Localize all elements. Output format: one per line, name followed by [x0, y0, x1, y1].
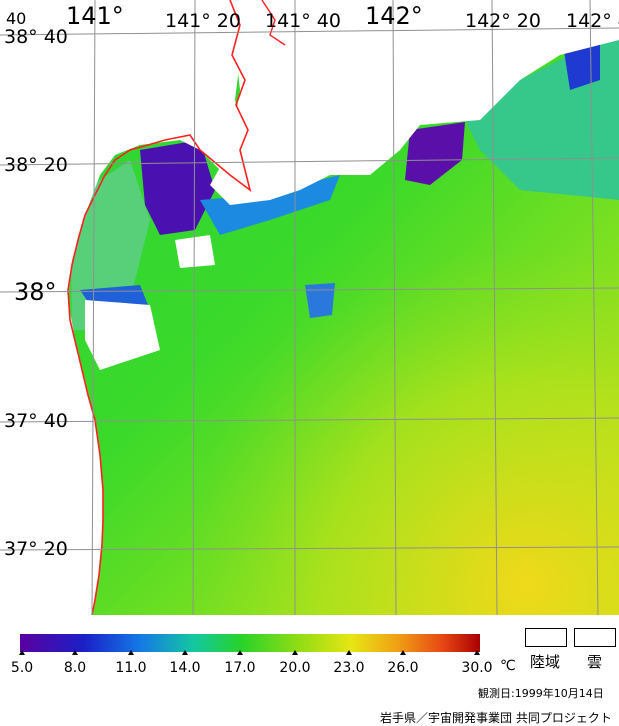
scale-tick-label: 23.0 [333, 660, 365, 676]
lat-label-37-20: 37° 20 [4, 538, 68, 560]
lon-label-142: 142° [365, 2, 423, 30]
tick-mark [400, 650, 406, 655]
lon-label-142-40: 142° 4 [566, 10, 619, 32]
corner-fragment: 40 [6, 9, 27, 28]
lon-label-141-20: 141° 20 [165, 10, 241, 32]
land-swatch [525, 628, 567, 647]
scale-tick-label: 11.0 [115, 660, 147, 676]
cloud-bay [175, 235, 215, 268]
scale-tick-label: 5.0 [10, 660, 34, 676]
graticule [0, 0, 619, 615]
land-label: 陸域 [530, 653, 561, 671]
lon-label-142-20: 142° 20 [465, 10, 541, 32]
land-honshu [0, 0, 250, 615]
tick-mark [182, 650, 188, 655]
scale-tick-label: 14.0 [169, 660, 201, 676]
tick-mark [237, 650, 243, 655]
temperature-color-scale [20, 634, 480, 652]
coastline-north [261, 0, 286, 46]
credit-text: 岩手県／宇宙開発事業団 共同プロジェクト [380, 711, 612, 725]
lat-label-37-40: 37° 40 [4, 410, 68, 432]
lon-label-141: 141° [66, 2, 124, 30]
scale-tick-label: 26.0 [387, 660, 419, 676]
lat-label-38: 38° [14, 278, 57, 306]
observation-date: 観測日:1999年10月14日 [478, 687, 604, 700]
sst-map [0, 0, 619, 615]
scale-tick-label: 20.0 [279, 660, 311, 676]
lat-label-38-20: 38° 20 [4, 154, 68, 176]
blue-band [200, 175, 340, 235]
tick-mark [474, 650, 480, 655]
cloud-coast [85, 300, 160, 370]
cold-water-east [405, 122, 465, 185]
tick-mark [292, 650, 298, 655]
cloud-north [210, 0, 619, 205]
lon-label-141-40: 141° 40 [265, 10, 341, 32]
tick-mark [72, 650, 78, 655]
cold-water-bay [140, 140, 215, 235]
scale-tick-label: 17.0 [224, 660, 256, 676]
tick-mark [346, 650, 352, 655]
tick-mark [128, 650, 134, 655]
scale-tick-label: 30.0 [461, 660, 493, 676]
unit-label: ℃ [500, 658, 516, 674]
tick-mark [19, 650, 25, 655]
cloud-swatch [574, 628, 616, 647]
cloud-label: 雲 [587, 653, 603, 671]
lat-label-38-40: 38° 40 [4, 26, 68, 48]
blue-spot [305, 283, 335, 318]
scale-tick-label: 8.0 [63, 660, 87, 676]
coastline [67, 0, 252, 615]
